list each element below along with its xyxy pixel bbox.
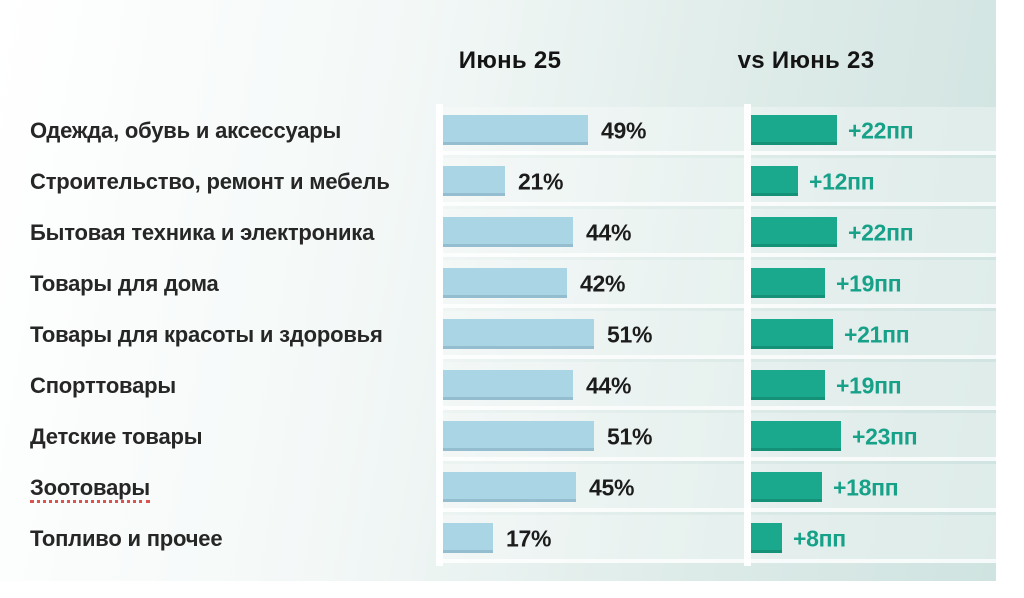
axis-strip-right (744, 104, 751, 566)
category-row: Зоотовары 45% +18пп (0, 462, 996, 513)
row-separator (437, 559, 996, 563)
delta-bar (751, 370, 825, 400)
category-row: Спорттовары 44% +19пп (0, 360, 996, 411)
delta-bar (751, 217, 837, 247)
category-label-text: Товары для дома (30, 270, 219, 296)
june25-bar (443, 268, 567, 298)
row-separator (437, 304, 996, 308)
category-label: Одежда, обувь и аксессуары (30, 118, 341, 144)
june25-value-label: 51% (607, 423, 653, 449)
june25-bar (443, 370, 573, 400)
category-row: Топливо и прочее 17% +8пп (0, 513, 996, 564)
delta-bar (751, 319, 833, 349)
chart-slide: Июнь 25 vs Июнь 23 Одежда, обувь и аксес… (0, 0, 996, 581)
delta-value-label: +19пп (836, 270, 902, 296)
category-label-text: Товары для красоты и здоровья (30, 321, 383, 347)
category-row: Товары для дома 42% +19пп (0, 258, 996, 309)
category-label: Топливо и прочее (30, 525, 223, 552)
category-label-text: Одежда, обувь и аксессуары (30, 117, 342, 143)
june25-bar (443, 166, 505, 196)
column-header-vs-june23: vs Июнь 23 (737, 47, 875, 74)
row-separator (437, 151, 996, 155)
delta-value-label: +19пп (836, 372, 902, 398)
delta-value-label: +18пп (833, 474, 899, 500)
category-label-text: Топливо и прочее (30, 525, 223, 551)
category-label: Строительство, ремонт и мебель (30, 169, 390, 195)
category-row: Бытовая техника и электроника 44% +22пп (0, 207, 996, 258)
june25-bar (443, 319, 594, 349)
category-label: Товары для дома (30, 271, 219, 297)
june25-bar (443, 472, 576, 502)
category-label: Зоотовары (30, 474, 150, 503)
june25-bar (443, 115, 588, 145)
row-separator (437, 508, 996, 512)
delta-value-label: +22пп (848, 219, 914, 245)
delta-value-label: +23пп (852, 423, 918, 449)
june25-bar (443, 217, 573, 247)
row-separator (437, 457, 996, 461)
category-row: Товары для красоты и здоровья 51% +21пп (0, 309, 996, 360)
delta-value-label: +21пп (844, 321, 910, 347)
june25-value-label: 44% (586, 219, 632, 245)
june25-value-label: 42% (580, 270, 626, 296)
category-row: Детские товары 51% +23пп (0, 411, 996, 462)
category-label: Спорттовары (30, 373, 176, 399)
delta-value-label: +22пп (848, 117, 914, 143)
chart-rows: Одежда, обувь и аксессуары 49% +22пп Стр… (0, 105, 996, 564)
june25-value-label: 51% (607, 321, 653, 347)
delta-value-label: +12пп (809, 168, 875, 194)
delta-value-label: +8пп (793, 525, 846, 551)
june25-bar (443, 421, 594, 451)
category-label-text: Зоотовары (30, 474, 150, 503)
axis-strip-left (436, 104, 443, 566)
row-separator (437, 253, 996, 257)
delta-bar (751, 523, 782, 553)
delta-bar (751, 472, 822, 502)
category-label-text: Бытовая техника и электроника (30, 219, 375, 245)
category-label: Бытовая техника и электроника (30, 220, 374, 246)
delta-bar (751, 421, 841, 451)
delta-bar (751, 115, 837, 145)
june25-value-label: 49% (601, 117, 647, 143)
row-separator (437, 202, 996, 206)
row-band (437, 515, 996, 559)
june25-value-label: 44% (586, 372, 632, 398)
row-band (437, 158, 996, 202)
row-separator (437, 406, 996, 410)
row-separator (437, 355, 996, 359)
column-header-june25: Июнь 25 (458, 47, 562, 74)
category-row: Одежда, обувь и аксессуары 49% +22пп (0, 105, 996, 156)
category-label-text: Спорттовары (30, 372, 176, 398)
category-label-text: Детские товары (30, 423, 203, 449)
june25-value-label: 17% (506, 525, 552, 551)
category-label: Детские товары (30, 423, 203, 450)
category-label: Товары для красоты и здоровья (30, 322, 383, 348)
june25-value-label: 45% (589, 474, 635, 500)
june25-bar (443, 523, 493, 553)
june25-value-label: 21% (518, 168, 564, 194)
category-label-text: Строительство, ремонт и мебель (30, 168, 390, 194)
delta-bar (751, 166, 798, 196)
delta-bar (751, 268, 825, 298)
category-row: Строительство, ремонт и мебель 21% +12пп (0, 156, 996, 207)
